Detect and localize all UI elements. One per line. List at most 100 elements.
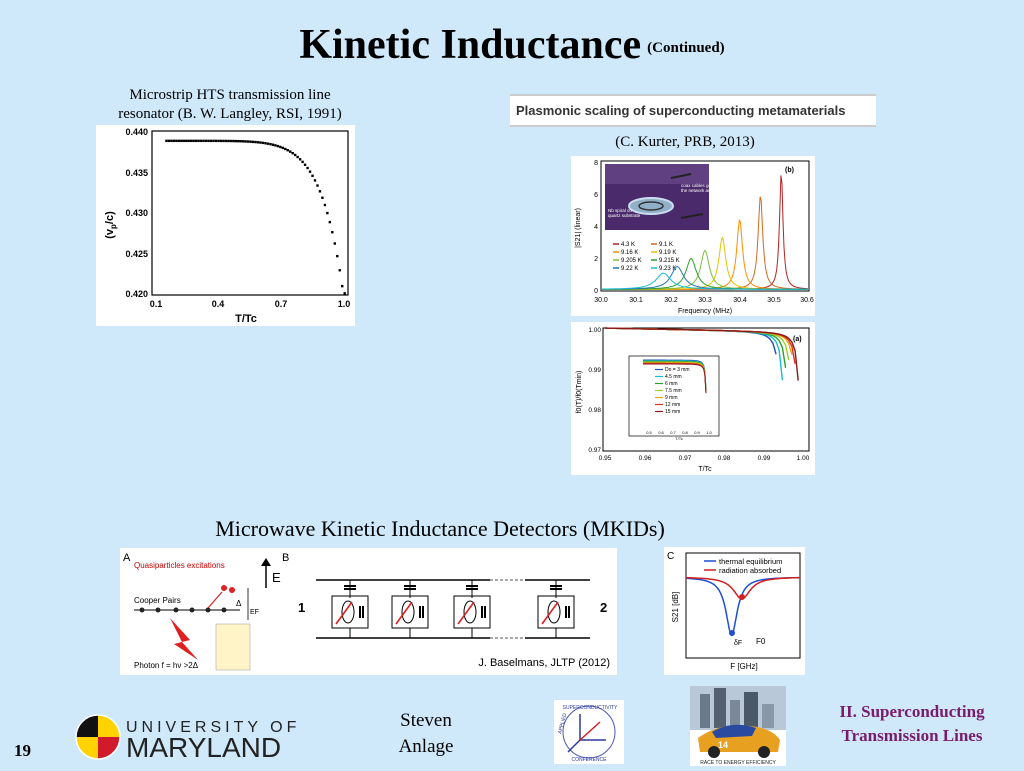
blue-marker	[729, 630, 735, 636]
f0-curves	[604, 327, 799, 381]
langley-point	[234, 139, 237, 143]
langley-point	[269, 142, 272, 146]
langley-point	[254, 140, 257, 144]
mkid-heading: Microwave Kinetic Inductance Detectors (…	[215, 516, 665, 541]
langley-point	[175, 139, 178, 143]
photon-arrow-icon	[541, 601, 559, 625]
inductor-coil-icon	[547, 600, 561, 624]
inset-xtick: 0.6	[658, 430, 664, 435]
section-line2: Transmission Lines	[841, 726, 983, 745]
asc-logo: SUPERCONDUCTIVITY APPLIED CONFERENCE	[554, 700, 624, 764]
langley-ytick: 0.430	[125, 208, 148, 218]
langley-point	[241, 140, 245, 143]
langley-point	[217, 139, 220, 143]
asc-logo-svg: SUPERCONDUCTIVITY APPLIED CONFERENCE	[557, 705, 618, 763]
langley-point	[244, 140, 247, 143]
delta-f-label: δF	[734, 640, 742, 647]
langley-point	[296, 155, 299, 159]
author-last: Anlage	[398, 736, 454, 757]
photon-label: Photon f = hν >2Δ	[134, 661, 199, 670]
umd-logo: UNIVERSITY OF MARYLAND	[74, 712, 334, 763]
langley-point	[192, 139, 195, 143]
f0-xtick: 0.96	[639, 455, 652, 462]
panel-a-label: A	[123, 552, 131, 564]
f0-xtick: 0.99	[758, 455, 771, 462]
kurter-f0-chart: 1.00 0.99 0.98 0.97 0.95 0.96 0.97 0.98 …	[576, 327, 810, 473]
f0-xtick: 0.97	[679, 455, 692, 462]
legend-radiation-label: radiation absorbed	[719, 566, 781, 575]
title-main: Kinetic Inductance	[299, 22, 642, 68]
langley-point	[321, 196, 324, 199]
langley-point	[209, 139, 213, 143]
inset-xtick: 1.0	[706, 430, 712, 435]
asc-top-text: SUPERCONDUCTIVITY	[563, 705, 618, 711]
photon-lightning-icon	[170, 618, 198, 660]
f0-xlabel: T/Tc	[698, 466, 712, 473]
langley-point	[341, 284, 344, 288]
thermal-curve	[686, 576, 800, 637]
port-1-label: 1	[298, 600, 305, 615]
legend-label: 9.22 K	[621, 266, 638, 272]
section-line1: II. Superconducting	[839, 702, 985, 721]
s21-xtick: 30.3	[698, 297, 712, 304]
langley-ytick: 0.435	[125, 168, 148, 178]
langley-point	[308, 170, 312, 173]
langley-point	[306, 166, 309, 170]
port-2-label: 2	[600, 600, 607, 615]
langley-point	[212, 139, 215, 143]
langley-point	[264, 142, 267, 145]
inset-label: the network analyzer	[681, 188, 723, 193]
langley-point	[227, 139, 230, 143]
asc-bottom-text: CONFERENCE	[571, 757, 607, 763]
legend-label: 9.23 K	[659, 266, 676, 272]
inset-legend-label: 6 mm	[665, 381, 678, 387]
s21-ytick: 6	[594, 192, 598, 199]
langley-point	[202, 139, 205, 143]
s21-xlabel: Frequency (MHz)	[678, 308, 732, 315]
author-name: Steven Anlage	[376, 708, 476, 760]
f0-inset-curve	[643, 363, 707, 394]
langley-point	[187, 139, 190, 143]
langley-point	[328, 220, 332, 224]
s21-panel-label: (b)	[785, 167, 794, 174]
title-suffix: (Continued)	[647, 40, 725, 57]
inset-legend-label: 7.5 mm	[665, 388, 682, 394]
langley-point	[323, 203, 327, 207]
mkid-s21-ylabel: S21 [dB]	[671, 592, 680, 623]
langley-ytick: 0.425	[125, 249, 148, 259]
inset-label: quartz substrate	[608, 213, 641, 218]
langley-xtick: 0.4	[212, 299, 225, 309]
langley-point	[194, 139, 198, 143]
langley-point	[301, 160, 304, 164]
s21-ytick: 4	[594, 224, 598, 231]
s21-xtick: 30.6	[800, 297, 814, 304]
s21-curves	[601, 175, 809, 290]
race-logo-svg: 14 RACE TO ENERGY EFFICIENCY	[690, 686, 786, 766]
langley-xlabel: T/Tc	[235, 313, 257, 325]
inset-label: Nb spiral on	[608, 208, 633, 213]
mkid-schematic: A Quasiparticles excitations Cooper Pair…	[120, 548, 617, 675]
langley-point	[271, 143, 275, 146]
langley-point	[170, 139, 173, 143]
langley-point	[239, 140, 242, 143]
f0-inset-curve	[643, 362, 707, 393]
f0-inset-curves	[643, 359, 707, 394]
f0-inset-curve	[643, 361, 707, 392]
s21-xtick: 30.2	[664, 297, 678, 304]
langley-point	[180, 139, 183, 143]
inset-label: coax cables going to	[681, 183, 723, 188]
langley-point	[289, 150, 292, 153]
langley-point	[274, 144, 277, 147]
inset-legend-label: 12 mm	[665, 402, 680, 408]
langley-xtick: 0.1	[150, 299, 163, 309]
mkid-s21-plot: C thermal equilibrium radiation absorbed…	[664, 547, 805, 675]
kurter-citation: (C. Kurter, PRB, 2013)	[615, 134, 755, 150]
langley-point	[343, 292, 346, 295]
s21-ytick: 8	[594, 160, 598, 167]
s21-ylabel: |S21| (linear)	[575, 208, 582, 248]
langley-point	[172, 139, 176, 143]
langley-point	[338, 269, 341, 272]
resonator-array	[331, 580, 575, 638]
mkid-schematic-svg: A Quasiparticles excitations Cooper Pair…	[123, 552, 610, 671]
